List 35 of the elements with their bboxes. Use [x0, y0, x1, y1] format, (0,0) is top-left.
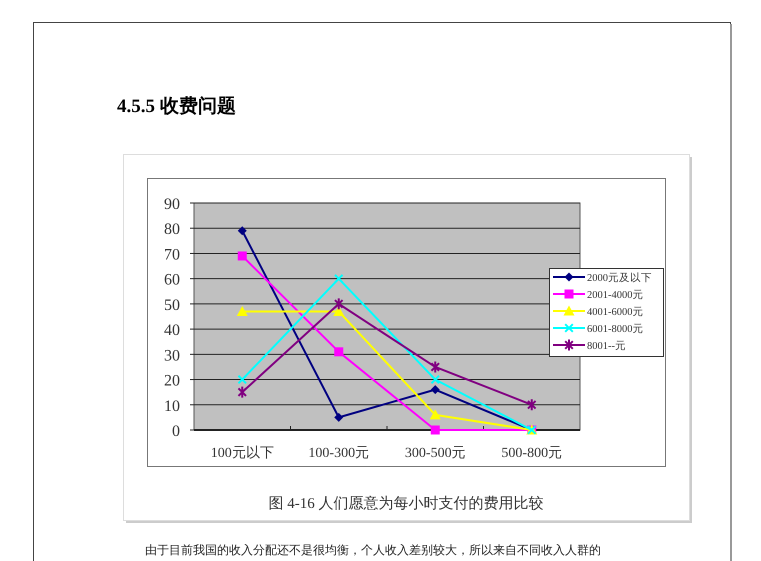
point [430, 375, 440, 384]
legend-label: 8001--元 [587, 340, 626, 352]
point [334, 298, 344, 310]
y-tick-label: 10 [164, 398, 180, 415]
y-tick-label: 70 [164, 246, 180, 264]
point [236, 306, 248, 316]
x-tick-label: 500-800元 [501, 446, 562, 461]
legend-label: 4001-6000元 [587, 306, 644, 318]
text: 由于目前我国的收入分配还不是很均衡，个人收入差别较大，所以来自不同收入人群的 [145, 543, 601, 557]
point [334, 412, 344, 422]
chart-title: 4.5.5 收费问题 [117, 95, 236, 117]
y-tick-label: 80 [164, 221, 180, 238]
x-tick-label: 100元以下 [210, 445, 274, 461]
legend-label: 6001-8000元 [587, 323, 644, 335]
y-tick-label: 40 [164, 322, 180, 340]
y-tick-label: 20 [164, 372, 180, 390]
point [430, 409, 441, 420]
y-tick-label: 0 [172, 423, 180, 440]
point [238, 375, 247, 384]
caption: 图 4-16 人们愿意为每小时支付的费用比较 [268, 495, 544, 512]
point [430, 361, 440, 372]
legend-label: 2001-4000元 [587, 289, 644, 301]
x-tick-label: 100-300元 [308, 446, 370, 461]
legend-label: 2000元及以下 [587, 271, 652, 284]
x-tick-label: 300-500元 [404, 446, 466, 461]
point [238, 226, 247, 236]
y-tick-label: 90 [164, 196, 180, 213]
point [430, 426, 440, 434]
point [430, 385, 440, 394]
point [334, 347, 344, 356]
y-tick-label: 50 [164, 296, 180, 314]
y-tick-label: 60 [164, 272, 180, 289]
point [334, 274, 344, 284]
point [238, 251, 247, 260]
y-tick-label: 30 [164, 347, 180, 364]
